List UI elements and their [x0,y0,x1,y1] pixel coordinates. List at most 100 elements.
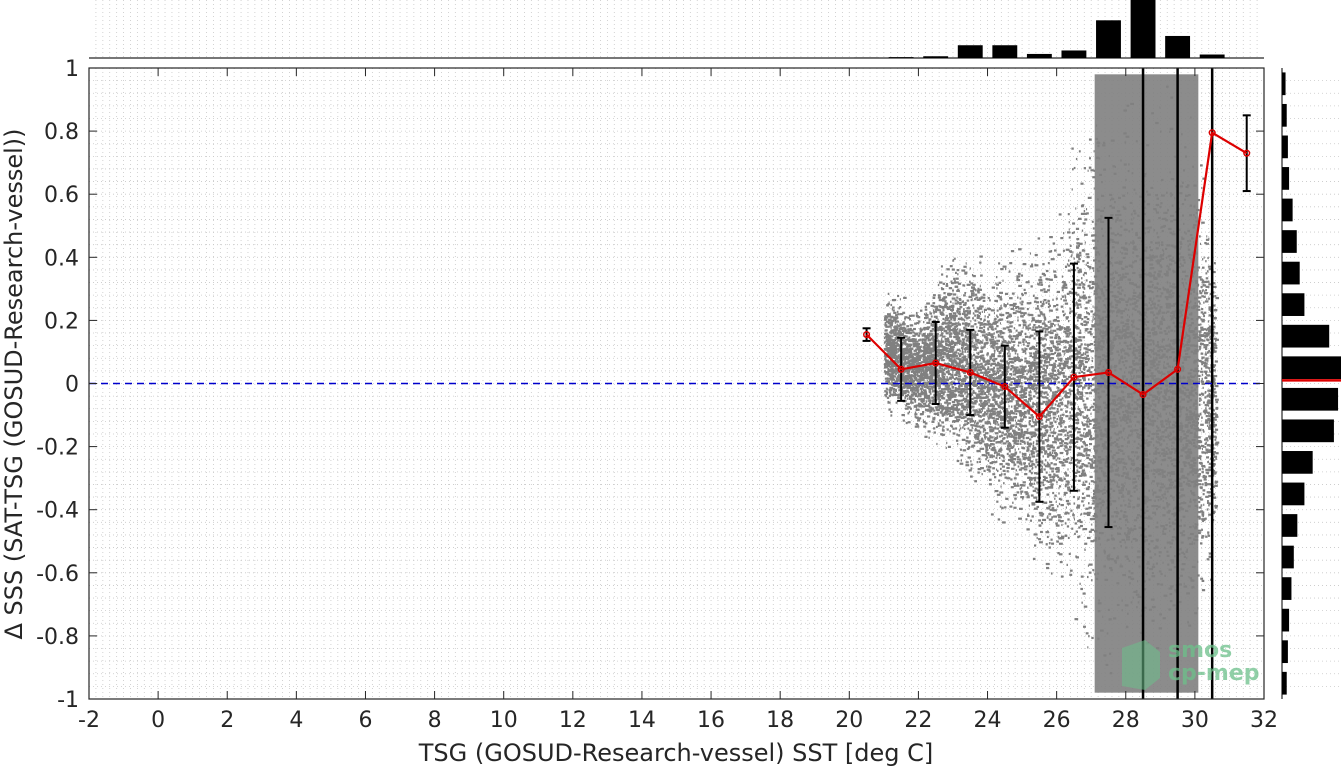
scatter-point [936,327,939,330]
scatter-point [982,339,984,342]
scatter-point [1062,281,1066,284]
scatter-point [1013,441,1017,445]
scatter-point [1023,432,1025,435]
scatter-point [1093,447,1095,450]
scatter-point [1029,383,1033,386]
scatter-point [1070,355,1074,358]
scatter-point [998,377,1000,380]
scatter-point [1009,325,1013,328]
scatter-point [1086,261,1089,264]
scatter-point [1080,453,1084,457]
scatter-point [929,342,933,345]
scatter-point [1083,320,1087,323]
scatter-point [1036,498,1038,501]
scatter-point [1080,575,1084,578]
scatter-point [970,325,975,328]
scatter-point [884,371,889,374]
scatter-point [1022,407,1025,410]
scatter-point [1080,182,1084,185]
scatter-point [949,265,953,268]
scatter-point [987,381,991,384]
scatter-point [1043,316,1046,319]
scatter-point [1068,357,1072,360]
scatter-point [970,424,973,427]
scatter-point [956,411,959,414]
scatter-point [967,427,970,430]
scatter-point [981,419,984,422]
scatter-point [1201,363,1204,366]
scatter-point [890,335,894,338]
scatter-point [1030,285,1033,288]
scatter-point [1079,348,1081,352]
scatter-point [1040,394,1043,397]
scatter-point [915,387,919,391]
scatter-point [1044,318,1047,321]
right-histogram-background [1282,68,1341,699]
scatter-point [1069,393,1072,396]
scatter-point [1207,404,1210,407]
scatter-point [888,388,891,391]
scatter-point [971,274,974,277]
scatter-point [1081,421,1084,424]
scatter-point [941,365,944,368]
scatter-point [951,268,955,271]
scatter-point [956,354,958,357]
scatter-point [942,413,946,416]
scatter-point [1197,515,1201,518]
scatter-point [1002,265,1007,268]
scatter-point [1066,563,1068,566]
scatter-point [1208,513,1212,516]
scatter-point [997,370,1000,373]
scatter-point [1050,325,1053,328]
scatter-point [1200,577,1204,580]
right-histogram-bar [1282,640,1288,664]
scatter-point [992,461,997,464]
scatter-point [942,309,945,312]
scatter-point [1054,360,1057,363]
scatter-point [1002,407,1004,410]
scatter-point [1029,323,1031,326]
scatter-point [891,367,893,371]
top-histogram-bar [957,45,983,58]
scatter-point [1072,495,1076,499]
scatter-point [1041,461,1044,464]
scatter-point [1046,566,1050,570]
scatter-point [1088,571,1092,574]
scatter-point [1091,405,1094,408]
scatter-point [1054,420,1057,423]
scatter-point [1065,474,1068,477]
right-histogram-bar [1282,167,1290,190]
scatter-point [987,438,990,441]
scatter-point [996,376,1000,379]
scatter-point [946,417,949,420]
scatter-point [889,378,894,381]
scatter-point [1057,389,1061,392]
scatter-point [930,315,933,318]
scatter-point [1087,575,1089,579]
scatter-point [934,305,939,308]
scatter-point [1061,464,1066,467]
scatter-point [965,360,967,363]
scatter-point [1209,380,1211,384]
scatter-point [1053,509,1057,512]
scatter-point [1022,453,1025,456]
scatter-point [1064,286,1068,289]
scatter-point [1007,392,1011,395]
scatter-point [1201,382,1206,386]
scatter-point [1005,378,1010,382]
scatter-point [885,380,887,383]
scatter-point [1012,335,1017,338]
scatter-point [1051,507,1055,510]
scatter-point [969,267,971,270]
scatter-point [894,348,898,351]
scatter-point [927,336,930,339]
scatter-point [1013,327,1016,330]
scatter-point [883,341,885,344]
scatter-point [1047,437,1049,440]
scatter-point [941,273,944,276]
scatter-point [1010,340,1013,343]
scatter-point [1013,436,1018,439]
scatter-point [1074,340,1078,343]
scatter-point [1061,368,1064,372]
scatter-point [949,300,952,303]
